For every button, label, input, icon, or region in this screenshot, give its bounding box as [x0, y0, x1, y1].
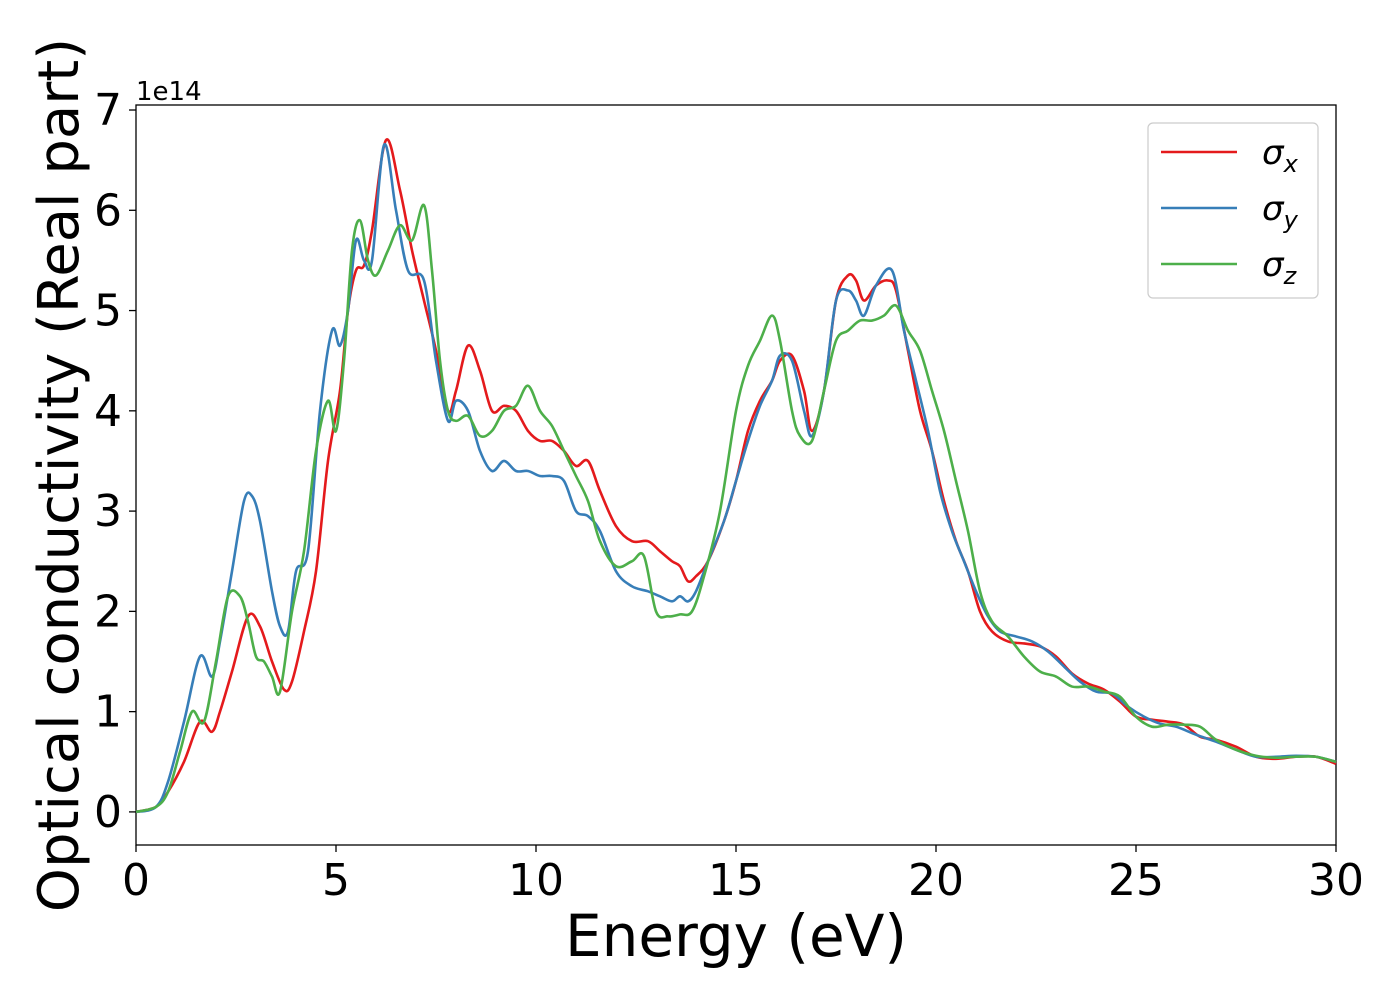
- x-tick-label: 15: [708, 855, 764, 906]
- x-tick-label: 20: [908, 855, 964, 906]
- legend-label-sigma-z: σz: [1262, 245, 1298, 290]
- legend-frame: [1147, 122, 1319, 299]
- y-tick-label: 3: [94, 486, 122, 537]
- y-axis: 0 1 2 3 4 5 6 7: [94, 85, 136, 838]
- y-tick-label: 4: [94, 386, 122, 437]
- x-axis-label: Energy (eV): [565, 902, 907, 970]
- y-tick-label: 1: [94, 687, 122, 738]
- series-layer: [135, 138, 1337, 814]
- y-offset-label: 1e14: [136, 77, 202, 107]
- x-axis: 0 5 10 15 20 25 30: [122, 845, 1364, 906]
- series-line-sigma-x: [135, 138, 1337, 814]
- y-tick-label: 7: [94, 85, 122, 136]
- series-line-sigma-y: [135, 143, 1337, 814]
- y-tick-label: 6: [94, 185, 122, 236]
- x-tick-label: 30: [1308, 855, 1364, 906]
- x-tick-label: 10: [508, 855, 564, 906]
- x-tick-label: 25: [1108, 855, 1164, 906]
- legend: σx σy σz: [1147, 122, 1319, 299]
- legend-items: σx σy σz: [1161, 133, 1299, 290]
- y-tick-label: 5: [94, 286, 122, 337]
- x-tick-label: 5: [322, 855, 350, 906]
- series-line-sigma-z: [135, 203, 1337, 814]
- legend-label-sigma-y: σy: [1262, 189, 1299, 234]
- legend-label-sigma-x: σx: [1262, 133, 1299, 178]
- y-tick-label: 0: [94, 787, 122, 838]
- y-axis-label: Optical conductivity (Real part): [27, 38, 92, 912]
- y-tick-label: 2: [94, 586, 122, 637]
- x-tick-label: 0: [122, 855, 150, 906]
